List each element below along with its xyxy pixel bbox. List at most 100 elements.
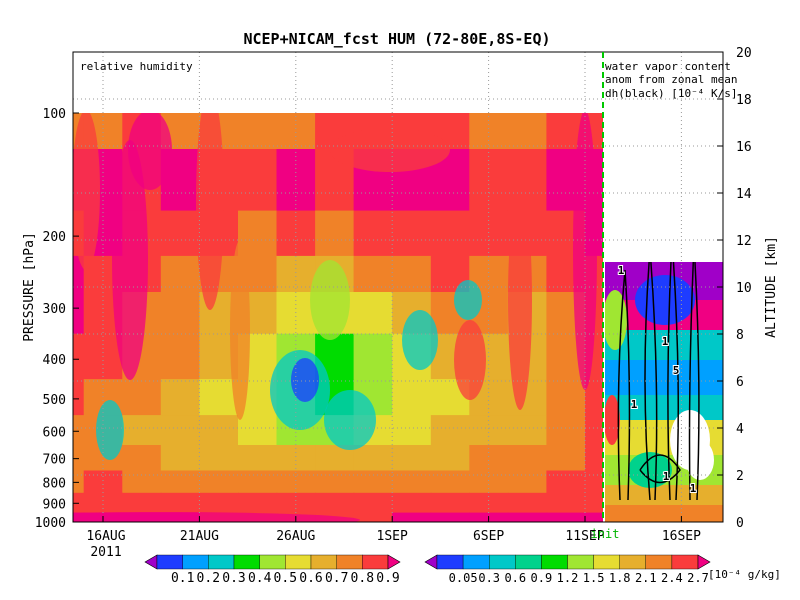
rh-cell [160, 415, 200, 446]
colorbar-label: 0.5 [274, 571, 297, 586]
rh-cell [392, 512, 432, 522]
dh-contour-line [639, 454, 681, 484]
colorbar-label: 0.2 [197, 571, 220, 586]
rh-cell [160, 379, 200, 416]
init-label: init [591, 527, 620, 541]
rh-blob [96, 400, 124, 460]
rh-cell [353, 210, 393, 257]
contour-label: 1 [663, 470, 670, 483]
rh-cell [546, 415, 586, 446]
rh-cell [507, 149, 548, 212]
colorbar-cell [336, 554, 363, 570]
rh-cell [199, 379, 239, 416]
rh-cell [160, 445, 200, 472]
rh-cell [199, 470, 239, 494]
y2-tick-label: 0 [736, 516, 744, 531]
rh-cell [585, 492, 603, 514]
rh-blob [310, 260, 350, 340]
rh-cell [469, 492, 509, 514]
x-tick-label: 1SEP [377, 529, 408, 544]
rh-cell [392, 470, 432, 494]
colorbar-cell [208, 554, 235, 570]
y2-tick-label: 20 [736, 46, 752, 61]
rh-cell [73, 255, 85, 293]
rh-cell [546, 379, 586, 416]
rh-cell [507, 470, 548, 494]
colorbar-cell [515, 554, 542, 570]
rh-cell [585, 415, 603, 446]
rh-cell [507, 492, 548, 514]
y-tick-label: 300 [43, 302, 66, 317]
x-tick-label: 16AUG [86, 529, 125, 544]
year-label: 2011 [90, 545, 121, 560]
rh-cell [353, 492, 393, 514]
rh-blob [73, 113, 100, 270]
y-axis-label: PRESSURE [hPa] [22, 232, 37, 342]
rh-cell [122, 470, 162, 494]
dh-contours: 11151111 [617, 262, 700, 501]
wv-band [605, 505, 723, 522]
rh-cell [315, 470, 355, 494]
colorbar-label: 0.6 [504, 571, 526, 585]
rh-cell [430, 470, 470, 494]
colorbar-end [424, 554, 438, 570]
rh-cell [430, 210, 470, 257]
rh-cell [469, 445, 509, 472]
colorbar-cell [619, 554, 647, 570]
y2-tick-label: 18 [736, 93, 752, 108]
rh-cell [469, 210, 509, 257]
colorbar-label: 2.1 [635, 571, 657, 585]
x-tick-label: 16SEP [662, 529, 701, 544]
rh-blob [291, 358, 319, 402]
colorbar-label: 0.3 [222, 571, 245, 586]
wv-blob [605, 290, 627, 350]
rh-blob [330, 128, 450, 172]
rh-cell [276, 445, 316, 472]
y-tick-label: 900 [43, 497, 66, 512]
rh-cell [585, 445, 603, 472]
colorbar-cell [362, 554, 389, 570]
rh-cell [469, 470, 509, 494]
wv-blob [686, 440, 714, 480]
y-tick-label: 700 [43, 453, 66, 468]
rh-cell [122, 492, 162, 514]
colorbar-cell [182, 554, 209, 570]
rh-blob [196, 113, 224, 310]
y2-tick-label: 2 [736, 469, 744, 484]
y2-axis-ticks: 0 2 4 6 8 10 12 14 16 18 20 [717, 46, 752, 531]
rh-cell [585, 379, 603, 416]
rh-cell [430, 445, 470, 472]
contour-label: 1 [662, 335, 669, 348]
rh-colorbar: 0.1 0.2 0.3 0.4 0.5 0.6 0.7 0.8 0.9 [144, 554, 401, 586]
rh-blob [128, 113, 172, 190]
colorbar-label: 2.7 [687, 571, 709, 585]
colorbar-cell [645, 554, 673, 570]
rh-cell [430, 492, 470, 514]
rh-cell [392, 255, 432, 293]
rh-blob [230, 240, 250, 420]
rh-cell [276, 492, 316, 514]
right-panel-label-2: anom from zonal mean [605, 73, 737, 86]
y2-tick-label: 8 [736, 328, 744, 343]
rh-cell [585, 470, 603, 494]
rh-cell [276, 292, 316, 335]
y2-axis-label: ALTITUDE [km] [764, 236, 779, 338]
rh-cell [315, 210, 355, 257]
rh-cell [276, 470, 316, 494]
rh-cell [430, 415, 470, 446]
x-tick-label: 26AUG [276, 529, 315, 544]
y-tick-label: 200 [43, 230, 66, 245]
y-tick-label: 500 [43, 393, 66, 408]
rh-cell [238, 149, 278, 212]
rh-cell [160, 492, 200, 514]
y-axis-ticks: 100 200 300 400 500 600 700 800 900 1000 [35, 107, 79, 531]
y-tick-label: 100 [43, 107, 66, 122]
rh-cell [160, 333, 200, 380]
colorbar-label: 1.5 [583, 571, 605, 585]
y2-tick-label: 12 [736, 234, 752, 249]
rh-cell [507, 415, 548, 446]
colorbar-label: 0.9 [376, 571, 399, 586]
rh-cell [353, 255, 393, 293]
rh-cell [73, 292, 85, 335]
y2-tick-label: 6 [736, 375, 744, 390]
